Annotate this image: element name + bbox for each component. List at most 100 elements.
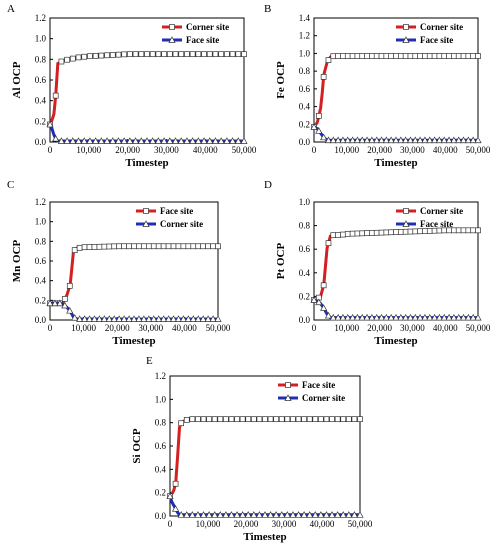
y-tick-label: 0.0	[299, 315, 311, 325]
series-marker	[75, 54, 82, 61]
series-marker	[90, 315, 99, 322]
series-marker	[325, 57, 332, 63]
series-marker	[431, 53, 438, 59]
series-marker	[334, 313, 342, 321]
series-marker	[261, 511, 269, 518]
series-marker	[109, 137, 117, 144]
x-tick-label: 40,000	[310, 519, 335, 529]
series-marker	[149, 137, 157, 144]
series-marker	[81, 53, 88, 60]
x-tick-label: 50,000	[232, 145, 257, 155]
series-marker	[189, 137, 197, 144]
y-tick-label: 0.8	[35, 236, 47, 246]
series-marker	[183, 511, 191, 518]
series-marker	[205, 511, 213, 518]
series-marker	[91, 244, 98, 250]
series-marker	[154, 137, 163, 144]
series-marker	[262, 416, 268, 423]
series-marker	[388, 53, 395, 59]
series-marker	[322, 511, 331, 518]
series-marker	[239, 511, 247, 518]
series-marker	[320, 133, 328, 141]
series-marker	[179, 315, 188, 322]
y-tick-label: 0.6	[35, 75, 47, 85]
legend-marker	[285, 382, 291, 388]
chart-panel-e: E 0.0 0.2 0.4 0.6 0.8 1.0 1.2 0 10,000 20,000 30,00…	[131, 355, 373, 543]
series-marker	[184, 315, 192, 322]
legend-marker	[284, 394, 292, 401]
series-marker	[234, 137, 242, 144]
series-marker	[354, 53, 361, 59]
series-marker	[165, 243, 172, 250]
series-marker	[357, 416, 363, 423]
series-marker	[58, 58, 65, 65]
series-marker	[464, 136, 472, 144]
series-marker	[354, 230, 361, 237]
x-axis-title: Timestep	[125, 157, 168, 169]
y-tick-label: 1.2	[155, 371, 166, 381]
series-marker	[348, 136, 357, 144]
series-marker	[150, 315, 158, 322]
panel-letter: B	[264, 3, 271, 15]
series-marker	[436, 53, 443, 59]
y-tick-label: 0.8	[155, 418, 167, 428]
series-marker	[353, 136, 362, 144]
series-marker	[340, 231, 346, 238]
series-marker	[416, 313, 424, 321]
series-marker	[475, 53, 481, 59]
series-marker	[199, 511, 208, 518]
series-marker	[195, 243, 202, 250]
series-marker	[96, 243, 103, 250]
series-2	[46, 299, 222, 322]
series-marker	[392, 136, 400, 144]
series-marker	[267, 416, 274, 423]
series-marker	[183, 417, 190, 423]
x-tick-label: 30,000	[400, 323, 425, 333]
legend: Corner site Face site	[396, 206, 463, 229]
series-marker	[412, 228, 419, 235]
series-marker	[344, 136, 352, 144]
series-marker	[115, 51, 122, 58]
series-marker	[387, 313, 395, 321]
series-marker	[344, 53, 351, 59]
y-tick-label: 1.2	[35, 13, 46, 23]
series-1	[167, 416, 363, 500]
series-marker	[194, 511, 202, 518]
series-marker	[455, 313, 463, 321]
series-marker	[435, 136, 444, 144]
panel-letter: E	[146, 355, 153, 367]
series-marker	[166, 51, 173, 58]
series-marker	[469, 313, 477, 321]
series-marker	[430, 313, 439, 321]
y-tick-label: 0.6	[35, 256, 47, 266]
series-marker	[460, 227, 467, 234]
series-marker	[474, 136, 482, 144]
series-marker	[103, 137, 111, 144]
series-marker	[120, 315, 128, 322]
series-marker	[294, 511, 303, 518]
series-marker	[250, 511, 258, 518]
series-marker	[358, 313, 366, 321]
series-marker	[209, 315, 217, 322]
x-tick-label: 10,000	[334, 145, 359, 155]
series-marker	[426, 313, 434, 321]
series-marker	[217, 416, 224, 423]
series-marker	[189, 315, 197, 322]
series-marker	[465, 53, 472, 59]
series-marker	[80, 137, 88, 144]
series-marker	[278, 511, 286, 518]
series-marker	[324, 136, 333, 144]
series-marker	[345, 511, 353, 518]
series-marker	[227, 511, 236, 518]
series-marker	[200, 416, 207, 423]
series-marker	[195, 416, 201, 423]
series-marker	[132, 51, 139, 58]
series-marker	[460, 53, 467, 59]
x-tick-label: 30,000	[138, 323, 163, 333]
series-marker	[397, 313, 405, 321]
series-marker	[86, 137, 94, 144]
legend: Corner site Face site	[162, 22, 229, 45]
series-marker	[81, 244, 88, 251]
y-tick-label: 0.4	[35, 96, 47, 106]
series-marker	[373, 53, 380, 59]
